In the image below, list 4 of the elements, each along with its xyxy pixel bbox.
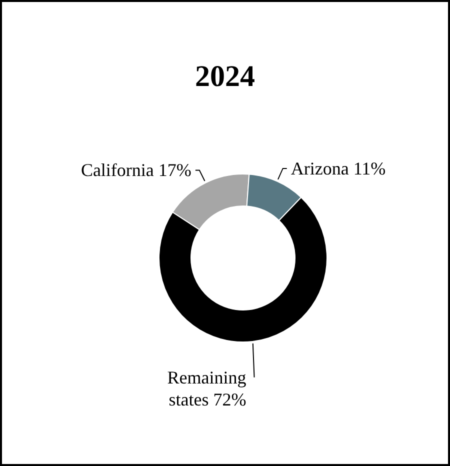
slice-label: Remaining states 72%	[167, 367, 246, 410]
slice-label: Arizona 11%	[290, 158, 386, 178]
chart-title: 2024	[194, 60, 256, 94]
slice-label: California 17%	[80, 160, 192, 180]
